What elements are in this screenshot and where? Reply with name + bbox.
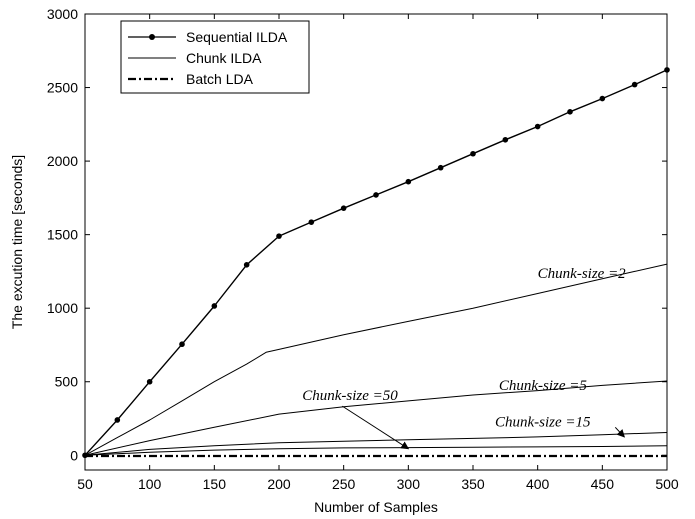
- series-point: [179, 341, 185, 348]
- series-point: [599, 95, 606, 102]
- series-point: [534, 123, 541, 130]
- legend-label-sequential: Sequential ILDA: [186, 29, 288, 45]
- series-point: [567, 109, 573, 115]
- legend-box: [120, 20, 310, 94]
- series-point: [502, 136, 509, 143]
- x-tick-label: 200: [267, 476, 291, 492]
- x-tick-label: 50: [77, 476, 93, 492]
- annotation-arrow: [614, 426, 626, 438]
- legend-label-chunk: Chunk ILDA: [186, 50, 262, 66]
- series-point: [146, 378, 153, 385]
- legend-marker-sequential: [149, 34, 155, 40]
- annotation-arrow: [342, 405, 410, 450]
- annotation-label: Chunk-size =2: [538, 266, 627, 282]
- plot-frame: [84, 13, 668, 471]
- x-tick-label: 100: [138, 476, 162, 492]
- series-line-1: [84, 263, 668, 456]
- series-line-3: [84, 432, 668, 456]
- legend: Sequential ILDA Chunk ILDA Batch LDA: [120, 20, 310, 94]
- y-tick-label: 1500: [47, 227, 78, 243]
- axis-ticks: 50 100 150 200 250 300 350 400 450 500 0 500 1000 150…: [47, 6, 679, 492]
- y-tick-label: 1000: [47, 300, 78, 316]
- series-point: [308, 219, 315, 225]
- series-point: [405, 178, 412, 185]
- series-point: [211, 303, 218, 309]
- x-tick-label: 400: [526, 476, 550, 492]
- series-point: [437, 164, 444, 171]
- series-line-2: [84, 380, 668, 456]
- y-tick-label: 0: [70, 447, 78, 463]
- x-tick-label: 500: [655, 476, 679, 492]
- x-tick-label: 300: [397, 476, 421, 492]
- series-point: [631, 81, 638, 88]
- x-tick-label: 250: [332, 476, 356, 492]
- annotation-label: Chunk-size =50: [302, 388, 398, 404]
- annotation-label: Chunk-size =15: [495, 415, 591, 431]
- y-tick-label: 3000: [47, 6, 78, 22]
- x-tick-label: 350: [461, 476, 485, 492]
- y-tick-label: 2500: [47, 80, 78, 96]
- annotations-layer: Chunk-size =2 Chunk-size =5 Chunk-size =15…: [302, 266, 627, 450]
- series-point: [470, 150, 476, 157]
- y-tick-label: 2000: [47, 153, 78, 169]
- y-axis-label: The excution time [seconds]: [9, 155, 25, 329]
- series-line-4: [84, 445, 668, 456]
- series-point: [114, 417, 121, 423]
- x-axis-label: Number of Samples: [314, 499, 438, 515]
- y-tick-label: 500: [55, 374, 79, 390]
- series-point: [664, 67, 670, 73]
- series-point: [243, 262, 250, 268]
- series-point: [340, 205, 347, 211]
- series-point: [276, 233, 282, 239]
- legend-label-batch: Batch LDA: [186, 71, 254, 87]
- series-point: [373, 192, 379, 198]
- x-tick-label: 450: [591, 476, 615, 492]
- series-layer: [82, 67, 670, 459]
- x-tick-label: 150: [203, 476, 227, 492]
- annotation-label: Chunk-size =5: [499, 378, 588, 394]
